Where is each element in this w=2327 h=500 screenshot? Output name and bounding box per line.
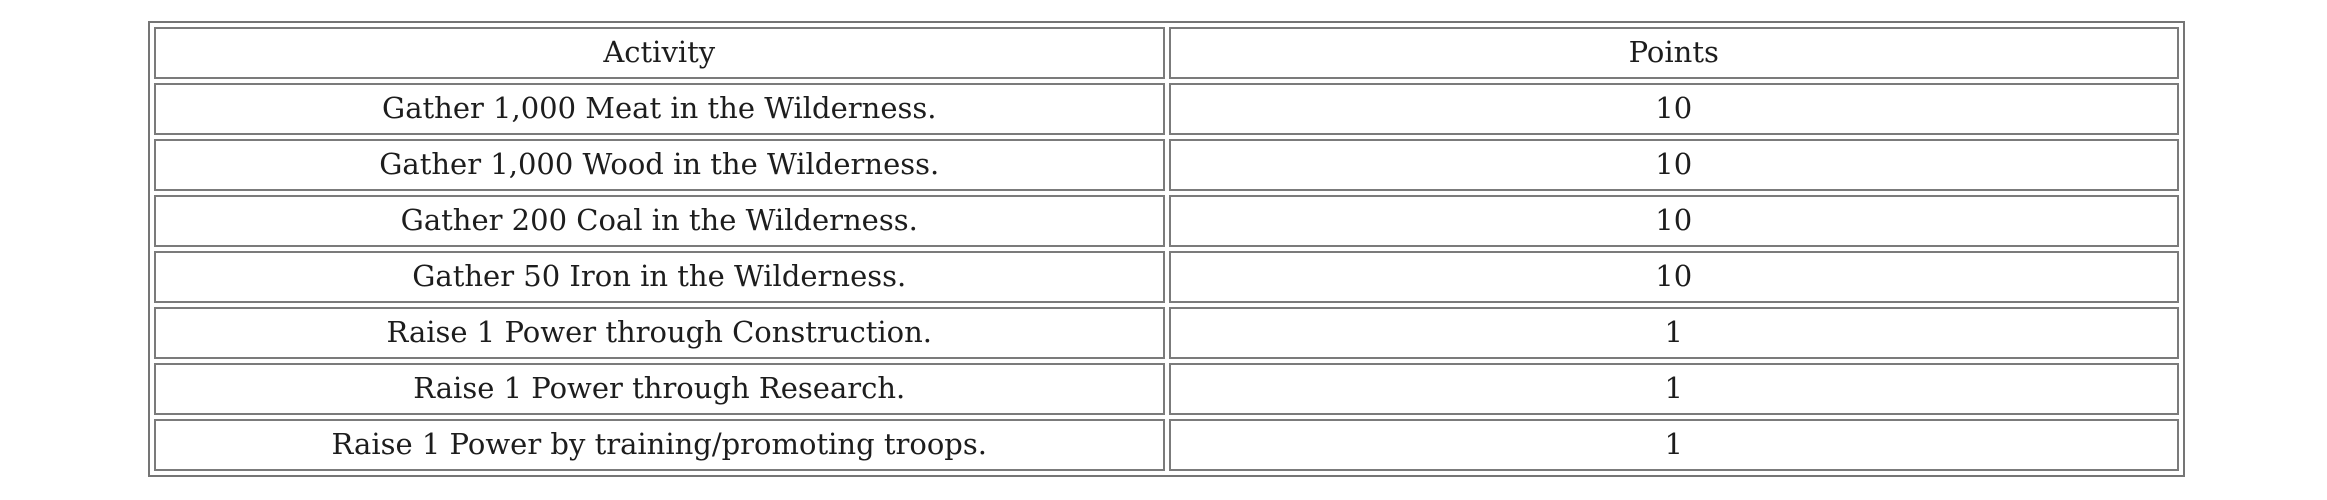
- table-header-row: Activity Points: [154, 27, 2179, 79]
- activity-cell: Gather 200 Coal in the Wilderness.: [154, 195, 1165, 247]
- activity-cell: Gather 1,000 Meat in the Wilderness.: [154, 83, 1165, 135]
- table-row: Raise 1 Power by training/promoting troo…: [154, 419, 2179, 471]
- table-row: Gather 1,000 Meat in the Wilderness. 10: [154, 83, 2179, 135]
- activity-cell: Gather 1,000 Wood in the Wilderness.: [154, 139, 1165, 191]
- points-cell: 1: [1168, 419, 2179, 471]
- activity-cell: Gather 50 Iron in the Wilderness.: [154, 251, 1165, 303]
- table-row: Raise 1 Power through Construction. 1: [154, 307, 2179, 359]
- points-table: Activity Points Gather 1,000 Meat in the…: [148, 21, 2185, 477]
- points-column-header: Points: [1168, 27, 2179, 79]
- points-cell: 1: [1168, 307, 2179, 359]
- activity-column-header: Activity: [154, 27, 1165, 79]
- activity-cell: Raise 1 Power through Research.: [154, 363, 1165, 415]
- points-cell: 10: [1168, 195, 2179, 247]
- points-cell: 10: [1168, 139, 2179, 191]
- page: Activity Points Gather 1,000 Meat in the…: [148, 21, 2185, 477]
- activity-cell: Raise 1 Power through Construction.: [154, 307, 1165, 359]
- points-cell: 10: [1168, 83, 2179, 135]
- table-row: Gather 50 Iron in the Wilderness. 10: [154, 251, 2179, 303]
- points-cell: 10: [1168, 251, 2179, 303]
- table-row: Gather 1,000 Wood in the Wilderness. 10: [154, 139, 2179, 191]
- points-cell: 1: [1168, 363, 2179, 415]
- table-row: Raise 1 Power through Research. 1: [154, 363, 2179, 415]
- table-row: Gather 200 Coal in the Wilderness. 10: [154, 195, 2179, 247]
- activity-cell: Raise 1 Power by training/promoting troo…: [154, 419, 1165, 471]
